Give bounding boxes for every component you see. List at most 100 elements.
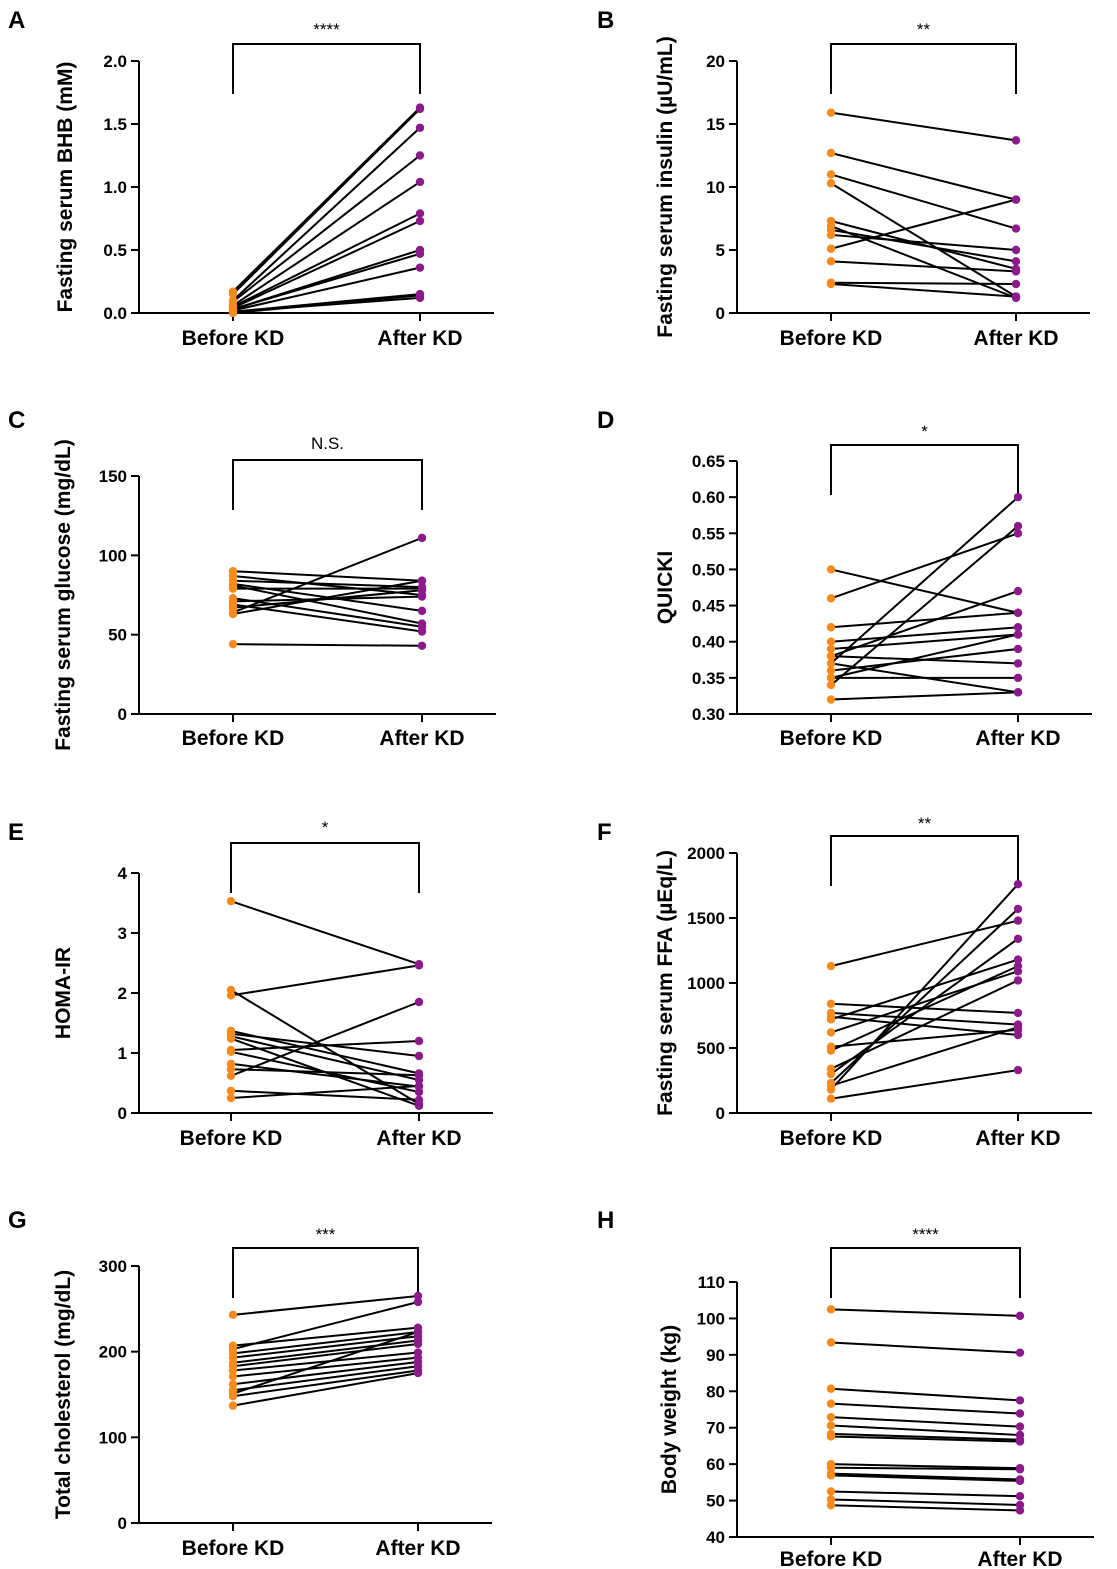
x-category-label: After KD <box>377 327 462 350</box>
chart-panel-a: A 0.0 0.5 1.0 1.5 2.0 Before KD After KD Fasting… <box>8 7 494 350</box>
before-point <box>826 1094 836 1103</box>
after-point <box>1015 1506 1025 1515</box>
subject-line <box>232 1301 419 1351</box>
before-point <box>826 659 836 668</box>
subject-line <box>830 1432 1021 1441</box>
subject-line <box>830 1308 1021 1317</box>
subject-line <box>232 106 421 293</box>
after-point <box>417 606 427 616</box>
panel-letter: D <box>597 407 614 434</box>
before-point <box>826 695 836 704</box>
y-tick-label: 15 <box>706 115 725 134</box>
subject-line <box>830 611 1019 629</box>
subject-line <box>232 108 421 295</box>
before-point <box>228 609 238 619</box>
after-point <box>414 1071 424 1080</box>
subject-line <box>830 525 1019 686</box>
x-category-label: Before KD <box>780 1127 883 1150</box>
before-point <box>826 651 836 661</box>
after-point <box>414 1051 424 1061</box>
y-tick-label: 2.0 <box>103 52 127 71</box>
before-point <box>226 897 236 906</box>
y-tick-label: 0 <box>118 705 127 724</box>
after-point <box>1011 245 1021 255</box>
subject-line <box>830 691 1019 701</box>
after-point <box>1011 195 1021 204</box>
y-tick-label: 0.30 <box>692 705 725 724</box>
subject-line <box>232 1342 419 1368</box>
panel-letter: C <box>8 407 25 434</box>
y-tick-label: 2 <box>118 984 127 1003</box>
after-point <box>414 1036 424 1046</box>
subject-line <box>830 182 1017 298</box>
after-point <box>415 291 425 300</box>
y-tick-label: 0 <box>716 304 725 323</box>
subject-line <box>830 958 1019 1021</box>
subject-line <box>830 568 1019 614</box>
subject-line <box>232 1369 419 1398</box>
subject-line <box>830 283 1017 298</box>
y-tick-label: 1000 <box>687 974 725 993</box>
subject-line <box>830 260 1017 273</box>
before-point <box>826 594 836 603</box>
subject-line <box>232 1326 419 1347</box>
y-tick-label: 60 <box>706 1455 725 1474</box>
subject-line <box>830 281 1017 286</box>
before-point <box>228 1372 238 1381</box>
before-point <box>826 1495 836 1504</box>
before-point <box>228 1310 238 1320</box>
after-point <box>1011 292 1021 301</box>
after-point <box>1015 1437 1025 1446</box>
after-point <box>1013 644 1023 654</box>
subject-line <box>830 1435 1021 1443</box>
y-axis-title: Total cholesterol (mg/dL) <box>52 1270 75 1519</box>
subject-line <box>232 574 423 596</box>
subject-line <box>830 883 1019 1091</box>
before-point <box>826 644 836 654</box>
subject-line <box>232 1372 419 1407</box>
y-axis-title: Fasting serum insulin (µU/mL) <box>654 36 677 337</box>
after-point <box>1013 1022 1023 1032</box>
before-point <box>826 279 836 289</box>
x-category-label: Before KD <box>182 1537 285 1560</box>
y-tick-label: 0 <box>118 1104 127 1123</box>
after-point <box>417 627 427 636</box>
after-point <box>417 576 427 585</box>
before-point <box>826 680 836 690</box>
before-point <box>228 1380 238 1389</box>
significance-label: ** <box>918 814 932 833</box>
significance-label: *** <box>316 1225 336 1244</box>
subject-line <box>230 1085 420 1099</box>
before-point <box>228 1392 238 1401</box>
y-tick-label: 100 <box>99 546 127 565</box>
significance-label: **** <box>912 1225 939 1244</box>
before-point <box>226 1047 236 1057</box>
subject-line <box>230 964 420 997</box>
subject-line <box>830 233 1017 251</box>
after-point <box>415 216 425 226</box>
before-point <box>826 637 836 646</box>
subject-line <box>232 1360 419 1386</box>
subject-line <box>232 584 423 625</box>
y-tick-label: 2000 <box>687 844 725 863</box>
chart-panel-g: G 0 100 200 300 Before KD After KD Total choles… <box>8 1207 492 1560</box>
subject-line <box>830 1463 1021 1470</box>
before-point <box>826 1015 836 1024</box>
subject-line <box>232 1356 419 1378</box>
subject-line <box>830 1341 1021 1354</box>
panel-letter: B <box>597 7 614 34</box>
significance-bracket <box>830 444 1019 495</box>
chart-panel-e: E 0 1 2 3 4 Before KD After KD HOMA-IR * <box>8 818 493 1150</box>
y-tick-label: 90 <box>706 1346 725 1365</box>
before-point <box>826 1421 836 1430</box>
y-tick-label: 20 <box>706 52 725 71</box>
before-point <box>226 1071 236 1081</box>
after-point <box>1013 608 1023 617</box>
after-point <box>415 151 425 160</box>
subject-line <box>232 1339 419 1364</box>
panel-letter: F <box>597 819 612 846</box>
subject-line <box>232 1330 419 1355</box>
after-point <box>1011 257 1021 266</box>
y-tick-label: 0 <box>716 1104 725 1123</box>
